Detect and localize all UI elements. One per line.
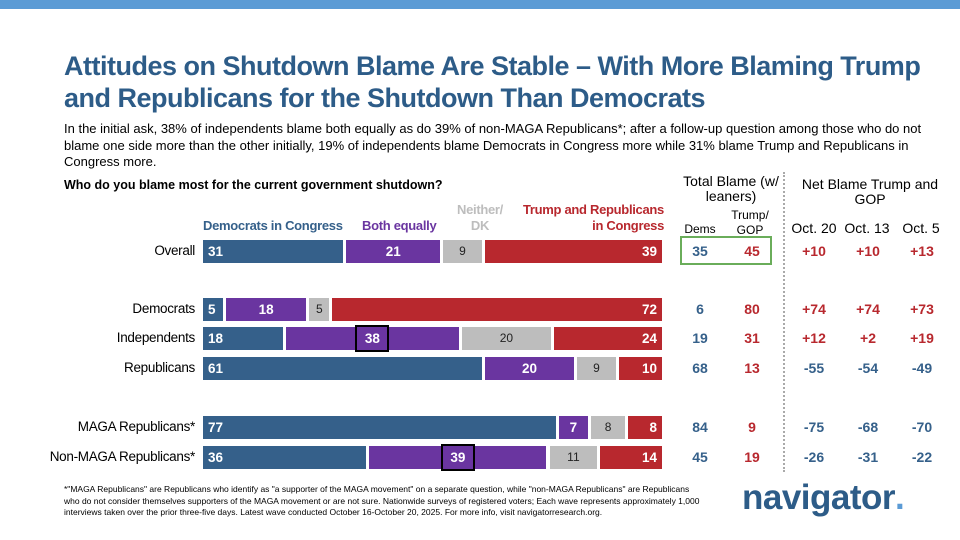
col-oct13: Oct. 13 <box>844 220 890 236</box>
legend-democrats: Democrats in Congress <box>203 218 343 233</box>
bar-segment: 7 <box>558 416 589 439</box>
bar-segment: 10 <box>618 357 662 380</box>
bar-segment: 8 <box>628 416 662 439</box>
top-accent-bar <box>0 0 960 9</box>
bar-segment: 14 <box>600 446 662 469</box>
bar-segment: 77 <box>203 416 556 439</box>
bar-segment: 20 <box>484 357 575 380</box>
net-blame-value: -22 <box>911 449 933 465</box>
bar-segment: 38 <box>286 327 459 350</box>
row-label: Democrats <box>132 301 195 316</box>
logo-text: navigator <box>742 478 896 517</box>
total-blame-header: Total Blame (w/ leaners) <box>683 173 779 204</box>
total-dems: 68 <box>692 360 708 376</box>
bar-segment: 31 <box>203 240 344 263</box>
net-blame-value: +10 <box>856 243 880 259</box>
bar-segment: 61 <box>203 357 482 380</box>
total-gop: 13 <box>744 360 760 376</box>
bar-segment: 20 <box>461 327 552 350</box>
bar-segment: 5 <box>309 298 330 321</box>
net-blame-value: -31 <box>857 449 879 465</box>
total-dems: 45 <box>692 449 708 465</box>
row-label: MAGA Republicans* <box>77 419 196 434</box>
bar-segment: 36 <box>203 446 367 469</box>
legend-trump: Trump and Republicans in Congress <box>522 202 664 233</box>
bar-segment: 24 <box>554 327 662 350</box>
col-gop: Trump/ GOP <box>731 208 769 237</box>
logo-dot: . <box>895 478 905 517</box>
total-gop: 80 <box>744 301 760 317</box>
bar-segment: 18 <box>203 327 284 350</box>
net-blame-value: +74 <box>856 301 880 317</box>
footnote: *"MAGA Republicans" are Republicans who … <box>64 484 700 517</box>
net-blame-value: -49 <box>911 360 933 376</box>
net-blame-value: +2 <box>860 330 876 346</box>
overall-highlight-box <box>680 236 772 265</box>
net-blame-value: +10 <box>802 243 826 259</box>
col-oct5: Oct. 5 <box>902 220 940 236</box>
net-blame-value: +73 <box>910 301 934 317</box>
navigator-logo: navigator. <box>742 478 905 518</box>
net-blame-value: +74 <box>802 301 826 317</box>
total-gop: 45 <box>744 243 760 259</box>
row-label: Independents <box>116 330 196 345</box>
bar-segment: 9 <box>577 357 616 380</box>
bar-segment: 39 <box>484 240 662 263</box>
bar-segment: 39 <box>369 446 547 469</box>
bar-segment: 9 <box>443 240 482 263</box>
bar-segment: 8 <box>591 416 626 439</box>
col-dems: Dems <box>684 222 716 236</box>
net-blame-value: -70 <box>911 419 933 435</box>
row-label: Republicans <box>124 360 195 375</box>
col-oct20: Oct. 20 <box>791 220 837 236</box>
net-blame-value: -54 <box>857 360 879 376</box>
question: Who do you blame most for the current go… <box>64 178 443 192</box>
total-gop: 9 <box>748 419 756 435</box>
subtitle: In the initial ask, 38% of independents … <box>64 121 922 169</box>
bar-segment: 21 <box>346 240 441 263</box>
bar-segment: 11 <box>549 446 598 469</box>
highlight-box <box>440 444 475 471</box>
total-dems: 35 <box>692 243 708 259</box>
net-blame-value: -55 <box>803 360 825 376</box>
legend-both: Both equally <box>362 218 437 233</box>
net-blame-value: +19 <box>910 330 934 346</box>
net-blame-value: -26 <box>803 449 825 465</box>
net-blame-value: -68 <box>857 419 879 435</box>
row-label: Non-MAGA Republicans* <box>49 449 196 464</box>
bar-segment: 72 <box>332 298 662 321</box>
legend-neither: Neither/ DK <box>456 202 503 233</box>
total-gop: 31 <box>744 330 760 346</box>
row-label: Overall <box>154 243 195 258</box>
net-blame-value: +13 <box>910 243 934 259</box>
net-blame-value: +12 <box>802 330 826 346</box>
divider <box>783 172 785 472</box>
total-dems: 6 <box>696 301 704 317</box>
total-gop: 19 <box>744 449 760 465</box>
page-title: Attitudes on Shutdown Blame Are Stable –… <box>64 51 921 113</box>
net-blame-value: -75 <box>803 419 825 435</box>
total-dems: 84 <box>692 419 708 435</box>
bar-segment: 5 <box>203 298 224 321</box>
net-blame-header: Net Blame Trump and GOP <box>801 176 939 207</box>
bar-segment: 18 <box>226 298 307 321</box>
highlight-box <box>355 325 390 352</box>
total-dems: 19 <box>692 330 708 346</box>
